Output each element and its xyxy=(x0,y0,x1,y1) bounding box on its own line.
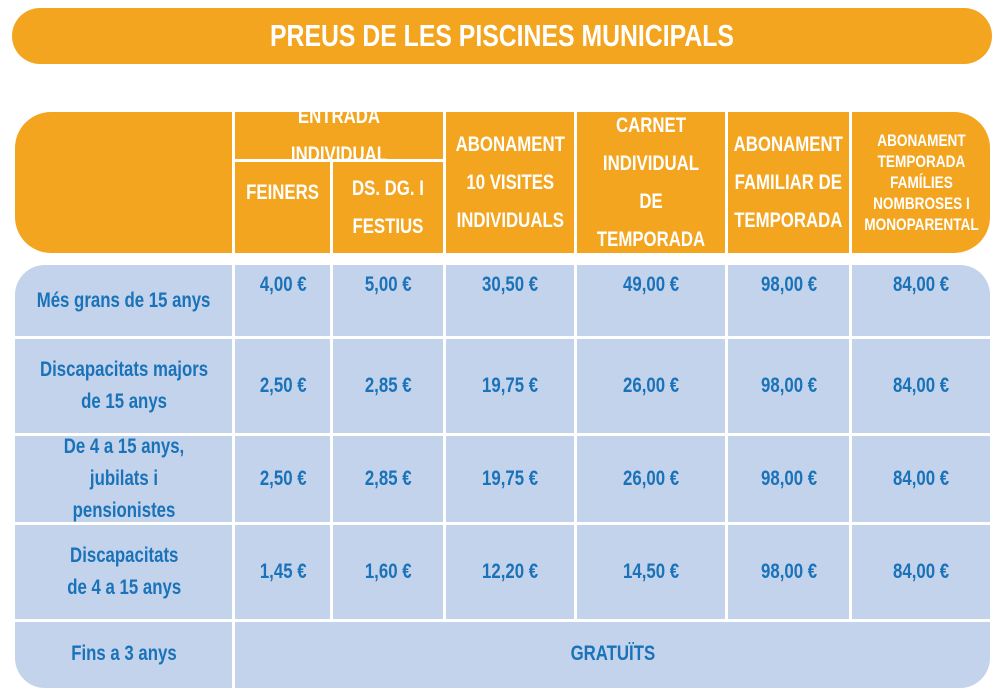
free-cell: GRATUÏTS xyxy=(570,642,655,665)
price-cell: 26,00 € xyxy=(623,373,680,397)
table-body xyxy=(15,265,990,688)
divider xyxy=(232,265,235,688)
divider xyxy=(725,265,728,620)
header-abonament-10-visites: ABONAMENT 10 VISITES INDIVIDUALS xyxy=(455,132,565,232)
header-abonament-familiar: ABONAMENT FAMILIAR DE TEMPORADA xyxy=(733,132,844,232)
price-cell: 84,00 € xyxy=(892,559,950,583)
table-header xyxy=(15,112,990,253)
price-cell: 2,85 € xyxy=(365,373,412,397)
price-cell: 14,50 € xyxy=(623,559,680,583)
price-cell: 26,00 € xyxy=(623,466,680,490)
price-cell: 2,50 € xyxy=(259,466,307,490)
row-label: De 4 a 15 anys, jubilats i pensionistes xyxy=(63,434,185,522)
header-families-nombroses: ABONAMENT TEMPORADA FAMÍLIES NOMBROSES I… xyxy=(863,131,979,234)
row-label: Discapacitats de 4 a 15 anys xyxy=(67,543,181,599)
price-cell: 1,45 € xyxy=(259,559,307,583)
price-cell: 98,00 € xyxy=(760,466,818,490)
price-cell: 2,85 € xyxy=(365,466,412,490)
divider xyxy=(15,619,990,622)
price-cell: 1,60 € xyxy=(365,559,412,583)
row-label: Fins a 3 anys xyxy=(71,642,177,665)
divider xyxy=(574,265,577,620)
price-cell: 49,00 € xyxy=(623,273,680,296)
price-cell: 98,00 € xyxy=(760,559,818,583)
divider xyxy=(849,265,852,620)
divider xyxy=(849,112,852,253)
page-title: PREUS DE LES PISCINES MUNICIPALS xyxy=(12,8,992,64)
divider xyxy=(15,336,990,339)
row-label: Més grans de 15 anys xyxy=(37,289,211,312)
divider xyxy=(330,160,333,253)
price-cell: 19,75 € xyxy=(482,373,539,397)
divider xyxy=(725,112,728,253)
divider xyxy=(232,112,235,253)
price-cell: 98,00 € xyxy=(760,273,818,296)
header-feiners: FEINERS xyxy=(246,181,319,204)
header-carnet-individual: CARNET INDIVIDUAL DE TEMPORADA xyxy=(596,113,706,251)
price-cell: 30,50 € xyxy=(482,273,539,296)
header-festius: DS. DG. I FESTIUS xyxy=(352,176,424,238)
price-cell: 2,50 € xyxy=(259,373,307,397)
divider xyxy=(15,433,990,436)
header-entrada-individual: ENTRADA INDIVIDUAL xyxy=(290,105,388,166)
row-label: Discapacitats majors de 15 anys xyxy=(39,357,209,413)
divider xyxy=(443,112,446,253)
price-cell: 84,00 € xyxy=(892,273,950,296)
price-cell: 5,00 € xyxy=(365,273,412,296)
price-cell: 84,00 € xyxy=(892,373,950,397)
divider xyxy=(574,112,577,253)
price-cell: 12,20 € xyxy=(482,559,539,583)
price-cell: 98,00 € xyxy=(760,373,818,397)
price-cell: 4,00 € xyxy=(259,273,307,296)
price-cell: 19,75 € xyxy=(482,466,539,490)
divider xyxy=(233,159,444,162)
divider xyxy=(15,522,990,525)
divider xyxy=(443,265,446,620)
divider xyxy=(330,265,333,620)
price-cell: 84,00 € xyxy=(892,466,950,490)
